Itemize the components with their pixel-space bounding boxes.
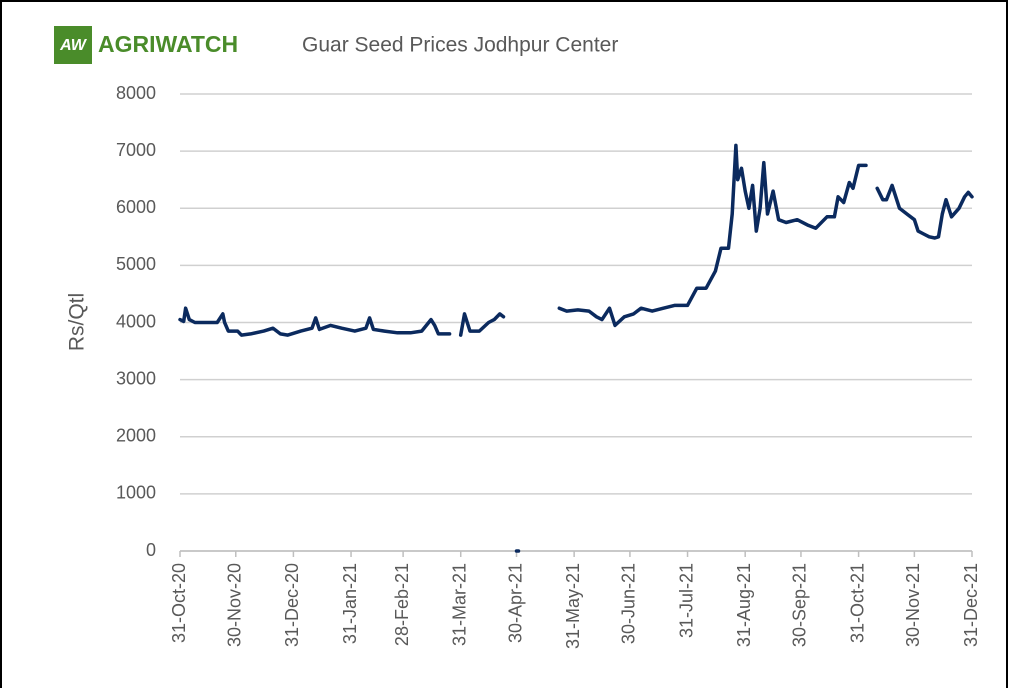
x-tick-label: 31-Mar-21 [449, 563, 469, 646]
x-tick-label: 31-Aug-21 [734, 563, 754, 647]
y-tick-label: 8000 [116, 83, 156, 103]
x-tick-label: 31-Dec-20 [282, 563, 302, 647]
x-tick-label: 30-Nov-21 [903, 563, 923, 647]
y-tick-label: 6000 [116, 197, 156, 217]
logo-badge-text: AW [59, 37, 88, 54]
chart-title: Guar Seed Prices Jodhpur Center [302, 34, 618, 57]
x-tick-label: 31-Jan-21 [340, 563, 360, 644]
x-tick-label: 30-Jun-21 [619, 563, 639, 644]
x-tick-label: 31-May-21 [563, 563, 583, 649]
y-tick-label: 4000 [116, 311, 156, 331]
logo-badge [54, 26, 92, 64]
x-tick-label: 30-Nov-20 [225, 563, 245, 647]
x-tick-label: 28-Feb-21 [392, 563, 412, 646]
x-tick-label: 31-Jul-21 [676, 563, 696, 638]
y-tick-label: 5000 [116, 254, 156, 274]
x-tick-label: 31-Oct-20 [169, 563, 189, 643]
x-tick-label: 30-Apr-21 [505, 563, 525, 643]
x-tick-label: 30-Sep-21 [790, 563, 810, 647]
logo-name: AGRIWATCH [98, 31, 238, 57]
y-axis-label: Rs/Qtl [66, 293, 89, 351]
y-tick-label: 3000 [116, 368, 156, 388]
y-tick-label: 0 [146, 540, 156, 560]
y-tick-label: 1000 [116, 483, 156, 503]
y-tick-label: 7000 [116, 140, 156, 160]
x-tick-label: 31-Dec-21 [961, 563, 981, 647]
y-tick-label: 2000 [116, 426, 156, 446]
x-tick-label: 31-Oct-21 [847, 563, 867, 643]
price-line [178, 143, 974, 553]
